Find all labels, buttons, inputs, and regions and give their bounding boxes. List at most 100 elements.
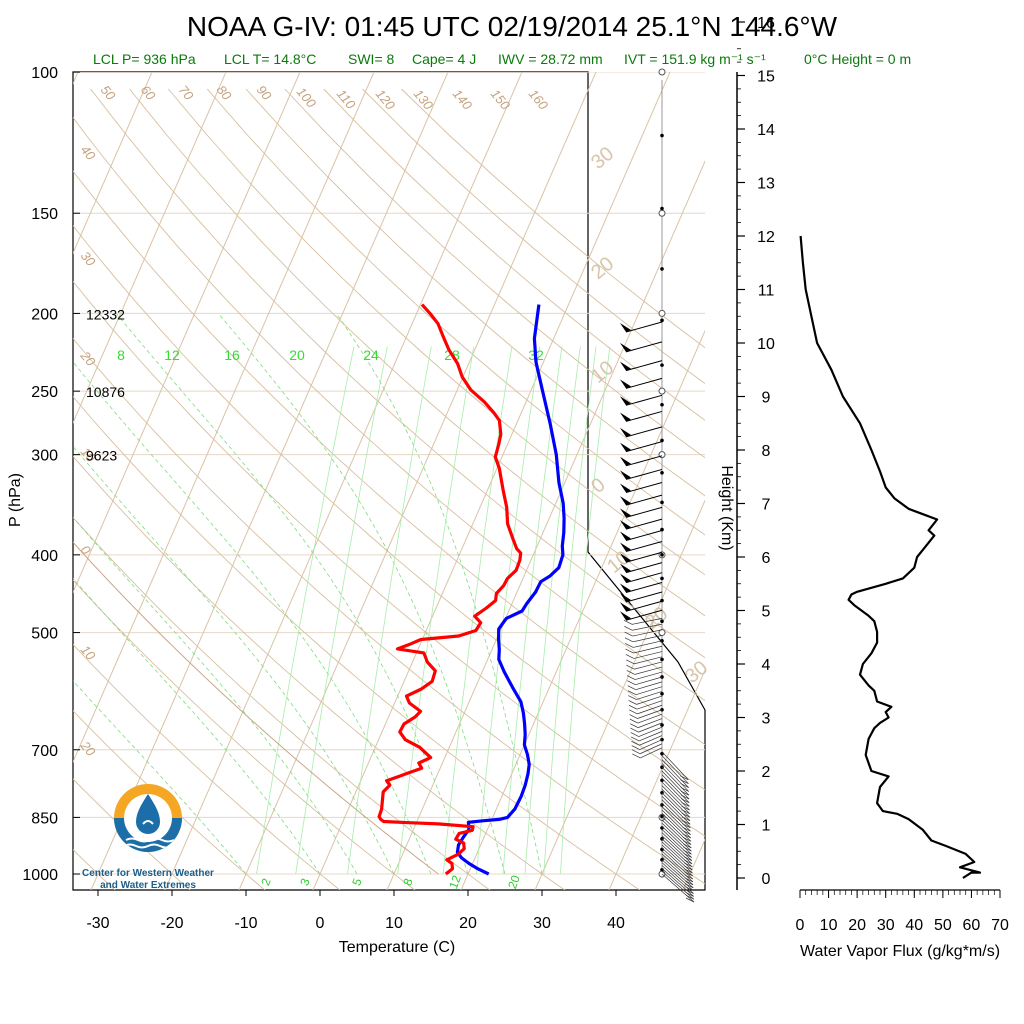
isotherm-line: [164, 72, 523, 890]
wind-barb-shaft: [661, 763, 690, 792]
wind-level-dot: [660, 318, 664, 323]
moist-adiabat-line: [73, 361, 432, 875]
wind-barb-shaft: [661, 822, 692, 852]
wind-barb-shaft: [625, 562, 663, 574]
wind-barb-shaft: [625, 591, 663, 603]
wind-barb-shaft: [625, 494, 663, 506]
wind-barb-shaft: [661, 806, 691, 835]
wind-barb-shaft: [637, 704, 663, 715]
cw3e-logo: Center for Western Weather and Water Ext…: [82, 784, 214, 891]
height-tick-label: 4: [762, 657, 771, 674]
dry-adiabat-line: [73, 643, 341, 890]
pressure-tick-label: 300: [31, 448, 58, 465]
wind-barb-flag: [620, 573, 631, 583]
flux-tick-label: 20: [848, 917, 866, 934]
dry-adiabat-line: [323, 88, 705, 421]
isotherm-label: 40: [78, 142, 99, 163]
isotherm-label: 20: [77, 738, 99, 760]
wind-barb-feather: [685, 897, 695, 903]
dry-adiabat-line: [401, 88, 705, 349]
wind-barb-feather: [624, 625, 633, 631]
mixing-ratio-line: [560, 346, 611, 875]
wind-barb-feather: [625, 659, 635, 665]
geopotential-height-label: 9623: [86, 448, 117, 464]
wind-barb-feather: [625, 643, 634, 648]
theta-label: 20: [641, 603, 672, 634]
skewt-profiles: [377, 303, 566, 876]
wind-barb-flag: [620, 520, 631, 530]
zero-c-height-text: 0°C Height = 0 m: [804, 51, 911, 67]
wind-level-dot: [660, 576, 664, 581]
wind-level-dot: [660, 133, 664, 138]
wind-level-dot: [660, 267, 664, 271]
flux-tick-label: 30: [877, 917, 895, 934]
wind-barb-shaft: [625, 530, 663, 541]
wind-barb-flag: [620, 583, 631, 593]
wind-barb-shaft: [632, 629, 663, 637]
wind-barb-flag: [620, 396, 631, 406]
dry-adiabat-line: [73, 225, 705, 791]
theta-label: 0: [587, 474, 610, 498]
isotherm-line: [534, 499, 705, 890]
wind-barb-shaft: [640, 747, 663, 759]
pressure-tick-label: 400: [31, 548, 58, 565]
wind-barb-shaft: [661, 850, 694, 880]
moist-adiabat-line: [73, 516, 358, 875]
height-tick-label: 6: [762, 550, 771, 567]
flux-tick-label: 50: [934, 917, 952, 934]
wind-barb-shaft: [661, 816, 692, 845]
temperature-tick-label: 10: [385, 915, 403, 932]
mixing-ratio-label-top: 8: [117, 347, 125, 363]
wind-barb-shaft: [661, 774, 690, 803]
water-vapor-flux-line: [799, 235, 982, 879]
wind-level-dot: [660, 751, 664, 756]
wind-barb-flag: [620, 456, 631, 466]
water-drop-sun-icon: [114, 784, 182, 852]
wind-barb-shaft: [634, 666, 663, 675]
height-tick-label: 12: [757, 229, 775, 246]
pressure-tick-label: 700: [31, 743, 58, 760]
isotherm-label: 130: [411, 86, 437, 113]
height-tick-label: 7: [762, 497, 771, 514]
dry-adiabat-line: [73, 116, 705, 702]
wind-barb-shaft: [632, 623, 663, 631]
geopotential-height-label: 10876: [86, 384, 125, 400]
wind-barb-feather: [628, 695, 637, 700]
wind-barb-shaft: [625, 506, 663, 518]
dry-adiabat-line: [245, 88, 705, 497]
iwv-text: IWV = 28.72 mm: [498, 51, 603, 67]
wind-barb-shaft: [635, 686, 663, 695]
wind-barb-flag: [620, 553, 631, 563]
theta-label: 30: [681, 657, 712, 688]
wind-barb-flag: [620, 412, 631, 422]
wind-barb-shaft: [661, 856, 694, 886]
height-tick-label: 5: [762, 604, 771, 621]
wind-barb-flag: [620, 563, 631, 573]
wind-barb-shaft: [639, 743, 663, 755]
dry-adiabat-line: [73, 455, 566, 890]
wind-barb-feather: [629, 709, 638, 715]
isotherm-label: 100: [294, 84, 320, 111]
wind-barb-shaft: [661, 781, 690, 811]
temperature-tick-label: 0: [316, 915, 325, 932]
wind-level-dot: [660, 470, 664, 475]
wind-barb-shaft: [661, 813, 692, 842]
isotherm-label: 110: [334, 86, 359, 112]
isotherm-label: 160: [526, 86, 552, 113]
isotherm-line: [608, 668, 705, 890]
wind-barb-flag: [620, 531, 631, 541]
wind-barb-shaft: [625, 551, 663, 563]
isotherm-label: 70: [176, 82, 197, 103]
wind-barb-feather: [627, 685, 636, 691]
isotherm-line: [90, 72, 449, 890]
wind-barb-shaft: [661, 796, 691, 825]
moist-adiabat-line: [73, 680, 247, 875]
isotherm-label: 10: [78, 642, 99, 663]
dewpoint-profile-line: [455, 304, 566, 876]
isotherm-line: [757, 54, 1024, 891]
isotherm-line: [73, 72, 227, 424]
moist-adiabat-line: [217, 313, 506, 875]
wind-level-dot: [660, 500, 664, 505]
pressure-tick-label: 250: [31, 384, 58, 401]
wind-barb-feather: [630, 732, 639, 737]
